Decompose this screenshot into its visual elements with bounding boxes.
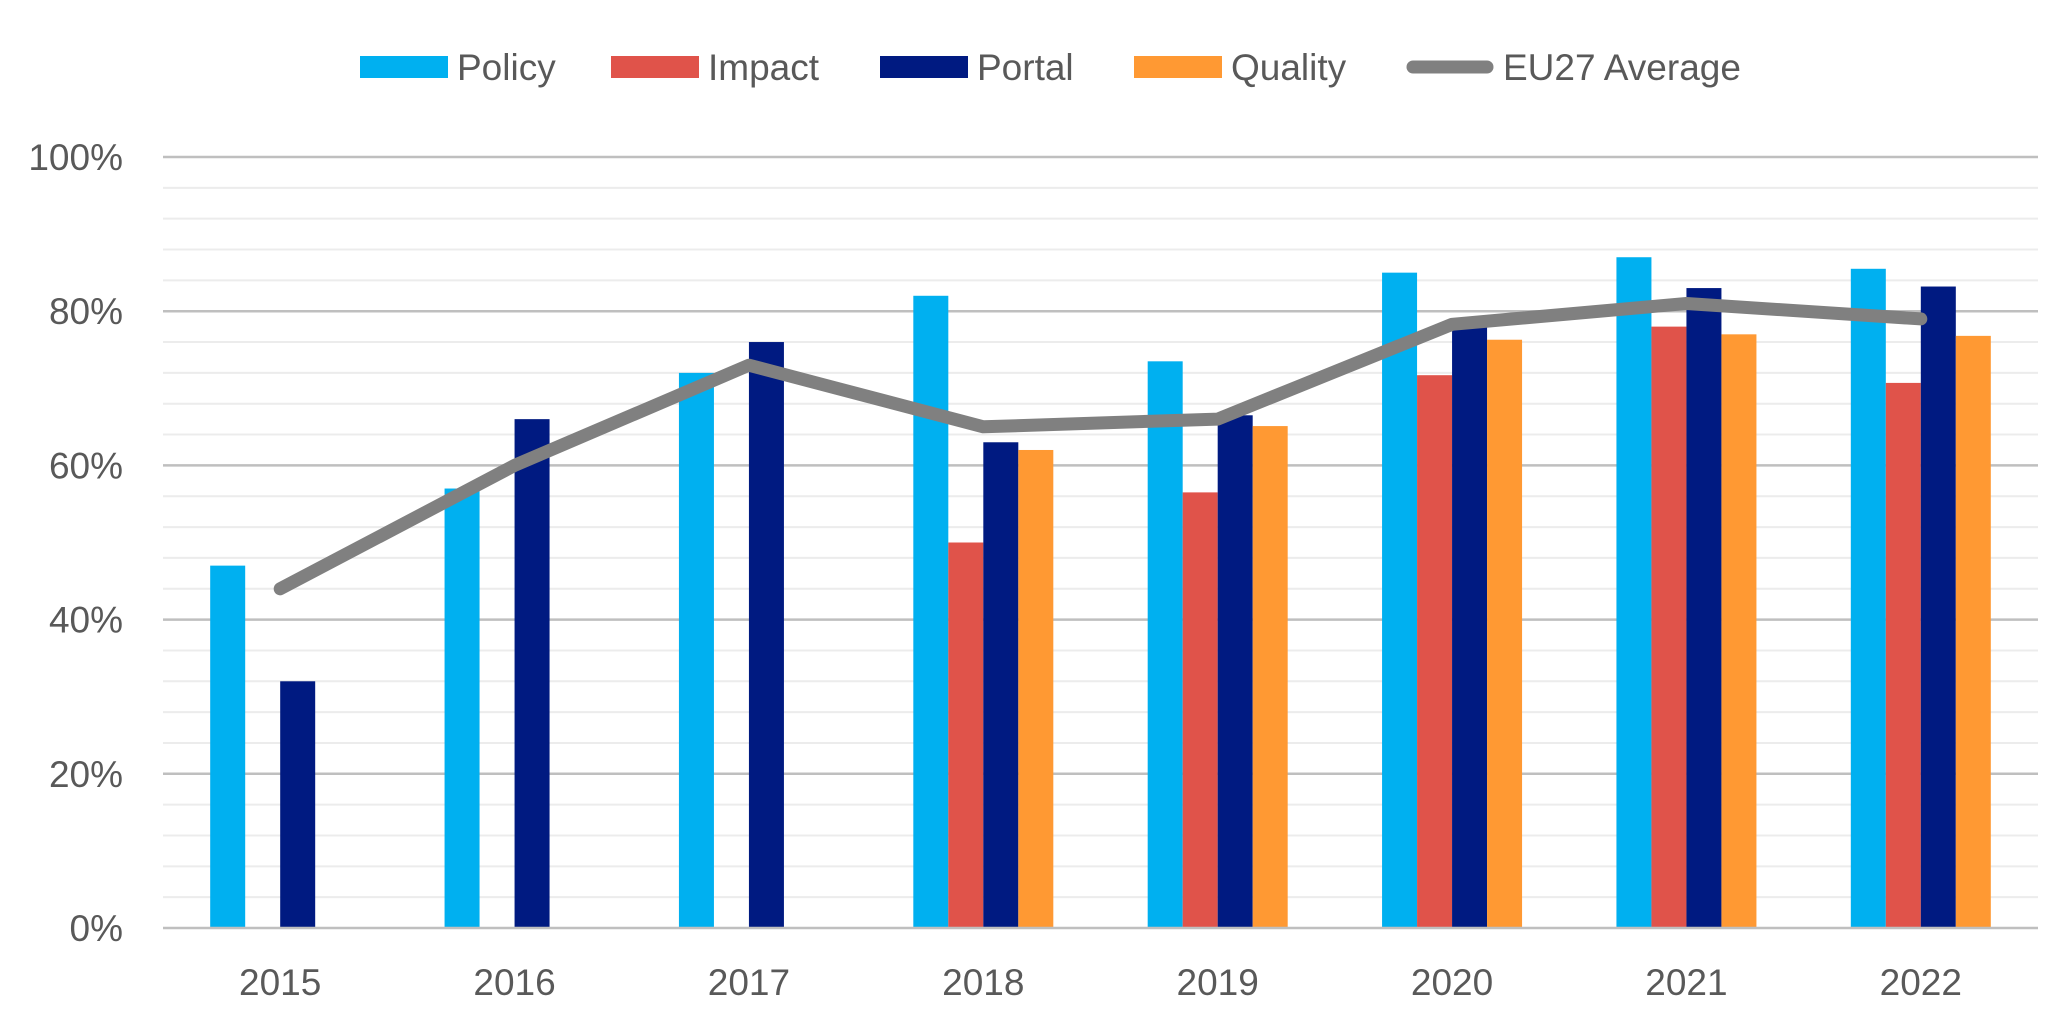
bar-policy-2015 (210, 565, 246, 928)
x-tick-label: 2020 (1411, 962, 1493, 1003)
legend: Policy Impact Portal Quality EU27 Average (360, 47, 1741, 88)
bar-portal-2020 (1452, 326, 1488, 928)
legend-label: EU27 Average (1503, 47, 1741, 88)
series-line-eu27-average (273, 297, 1928, 596)
bar-portal-2017 (748, 342, 784, 928)
bar-policy-2016 (444, 488, 480, 928)
y-tick-label: 100% (28, 137, 123, 178)
y-tick-label: 60% (49, 445, 123, 486)
legend-label: Portal (977, 47, 1074, 88)
bar-policy-2022 (1850, 268, 1886, 928)
x-tick-label: 2019 (1177, 962, 1259, 1003)
bar-portal-2022 (1920, 286, 1956, 928)
bar-portal-2019 (1217, 415, 1253, 928)
bar-impact-2020 (1417, 375, 1453, 928)
bar-quality-2020 (1487, 339, 1523, 928)
y-tick-label: 0% (70, 908, 123, 949)
bar-portal-2015 (280, 681, 316, 928)
x-tick-label: 2022 (1880, 962, 1962, 1003)
legend-item-impact: Impact (611, 47, 820, 88)
bar-policy-2017 (678, 372, 714, 928)
bar-portal-2018 (983, 442, 1019, 928)
legend-item-policy: Policy (360, 47, 556, 88)
bar-quality-2019 (1252, 426, 1288, 928)
x-tick-label: 2017 (708, 962, 790, 1003)
eu27-average-line-layer (273, 297, 1928, 596)
y-tick-label: 80% (49, 291, 123, 332)
x-tick-label: 2021 (1645, 962, 1727, 1003)
bar-portal-2021 (1686, 288, 1722, 928)
bar-portal-2016 (514, 419, 550, 928)
bar-impact-2022 (1885, 382, 1921, 928)
bar-quality-2021 (1721, 334, 1757, 929)
minor-gridlines (163, 186, 2038, 899)
x-tick-label: 2018 (942, 962, 1024, 1003)
legend-label: Impact (708, 47, 820, 88)
bar-policy-2021 (1616, 257, 1652, 929)
legend-swatch-policy (360, 56, 448, 78)
bar-impact-2021 (1651, 326, 1687, 928)
bar-impact-2019 (1182, 492, 1218, 928)
y-tick-label: 40% (49, 600, 123, 641)
bar-policy-2020 (1382, 272, 1418, 928)
legend-swatch-quality (1134, 56, 1222, 78)
legend-item-portal: Portal (880, 47, 1074, 88)
x-axis: 2015 2016 2017 2018 2019 2020 2021 2022 (163, 926, 2038, 1003)
bar-quality-2018 (1018, 449, 1054, 928)
y-tick-label: 20% (49, 754, 123, 795)
legend-swatch-portal (880, 56, 968, 78)
bar-policy-2018 (913, 295, 949, 928)
legend-label: Quality (1231, 47, 1347, 88)
bar-quality-2022 (1955, 335, 1991, 928)
legend-item-quality: Quality (1134, 47, 1347, 88)
x-tick-label: 2016 (473, 962, 555, 1003)
bars (210, 257, 1991, 929)
y-axis: 0% 20% 40% 60% 80% 100% (28, 137, 123, 949)
x-tick-label: 2015 (239, 962, 321, 1003)
legend-swatch-impact (611, 56, 699, 78)
legend-item-eu27-average: EU27 Average (1406, 47, 1741, 88)
legend-label: Policy (457, 47, 556, 88)
bar-policy-2019 (1147, 361, 1183, 928)
bar-impact-2018 (948, 542, 984, 928)
